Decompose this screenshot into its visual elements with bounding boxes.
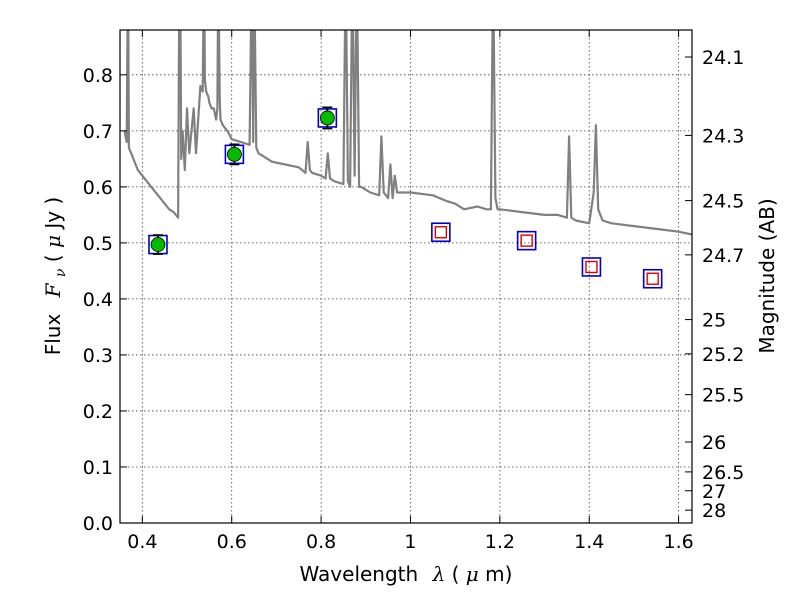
y-tick-labels: 0.0 0.1 0.2 0.3 0.4 0.5 0.6 0.7 0.8 (83, 65, 113, 535)
y-tick-label: 0.1 (83, 457, 113, 479)
y-axis-unit-open: ( (41, 248, 65, 262)
model-square-marker (431, 222, 451, 243)
tick-marks (120, 30, 692, 524)
predicted-square-marker (585, 260, 598, 274)
predicted-square-marker (646, 272, 659, 285)
observed-point-marker (319, 110, 335, 126)
y2-axis-title: Magnitude (AB) (755, 198, 779, 353)
y-axis-unit-mu: μ (41, 235, 65, 248)
y-axis-symbol: F (41, 282, 65, 298)
y-tick-label: 0.4 (83, 289, 113, 311)
x-axis-unit-rest: m) (485, 562, 512, 586)
y2-tick-label: 25 (702, 310, 726, 332)
observed-point-marker (150, 237, 166, 252)
model-spectrum-line (123, 30, 692, 236)
plot-frame (119, 29, 693, 524)
y-tick-label: 0.6 (83, 177, 113, 199)
grid-lines (120, 30, 692, 524)
y-tick-label: 0.0 (83, 513, 113, 535)
observed-point-marker (226, 146, 242, 162)
x-axis-label-text: Wavelength (300, 562, 419, 586)
y2-tick-label: 28 (702, 500, 726, 522)
x-tick-label: 0.4 (127, 531, 157, 553)
y-axis-label-text: Flux (41, 314, 65, 356)
y2-tick-label: 26.5 (702, 462, 744, 484)
y2-tick-label: 24.5 (702, 191, 744, 213)
y-tick-label: 0.3 (83, 345, 113, 367)
x-tick-label: 1.4 (574, 531, 604, 553)
x-tick-label: 0.8 (306, 531, 336, 553)
y-tick-label: 0.8 (83, 65, 113, 87)
x-tick-label: 1.6 (663, 531, 693, 553)
x-tick-label: 1 (404, 531, 416, 553)
y2-tick-label: 24.1 (702, 47, 744, 69)
y-axis-unit-rest: Jy ) (41, 197, 65, 231)
y2-tick-label: 24.3 (702, 125, 744, 147)
y-tick-label: 0.7 (83, 121, 113, 143)
model-square-marker (581, 257, 602, 277)
x-axis-title: Wavelength λ ( μ m) (300, 562, 513, 586)
points-layer (148, 106, 663, 289)
model-square-marker (516, 230, 537, 251)
y2-tick-label: 24.7 (702, 245, 744, 267)
model-square-marker (642, 268, 663, 289)
y-tick-label: 0.2 (83, 401, 113, 423)
x-axis-unit-open: ( (452, 562, 460, 586)
y-tick-label: 0.5 (83, 233, 113, 255)
spectrum-layer (123, 30, 692, 236)
y2-tick-label: 26 (702, 432, 726, 454)
y2-tick-label: 25.5 (702, 385, 744, 407)
x-tick-label: 1.2 (485, 531, 515, 553)
x-axis-unit-mu: μ (466, 562, 479, 586)
y-axis-title: Flux F ν ( μ Jy ) (41, 197, 70, 356)
predicted-square-marker (520, 234, 533, 247)
y2-tick-label: 25.2 (702, 344, 744, 366)
x-tick-label: 0.6 (217, 531, 247, 553)
y-axis-symbol-sub: ν (53, 268, 69, 277)
x-axis-symbol: λ (432, 562, 446, 586)
predicted-square-marker (434, 226, 448, 239)
y2-tick-label: 27 (702, 481, 726, 503)
x-tick-labels: 0.4 0.6 0.8 1 1.2 1.4 1.6 (127, 531, 693, 553)
